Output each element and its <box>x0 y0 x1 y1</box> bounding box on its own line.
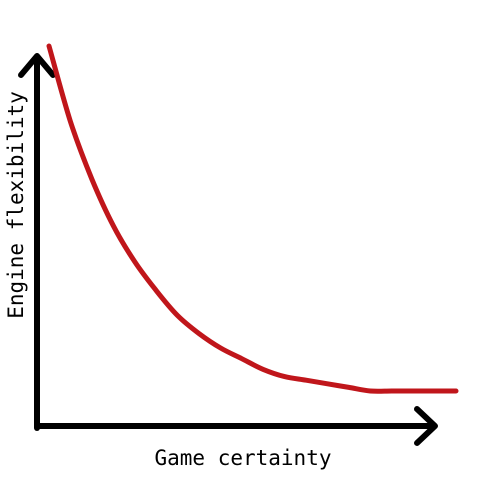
x-axis-label: Game certainty <box>154 446 331 470</box>
y-axis-arrowhead <box>18 53 56 78</box>
y-axis-label: Engine flexibility <box>4 91 28 319</box>
x-axis-arrowhead <box>414 406 438 446</box>
series-line <box>46 43 459 394</box>
